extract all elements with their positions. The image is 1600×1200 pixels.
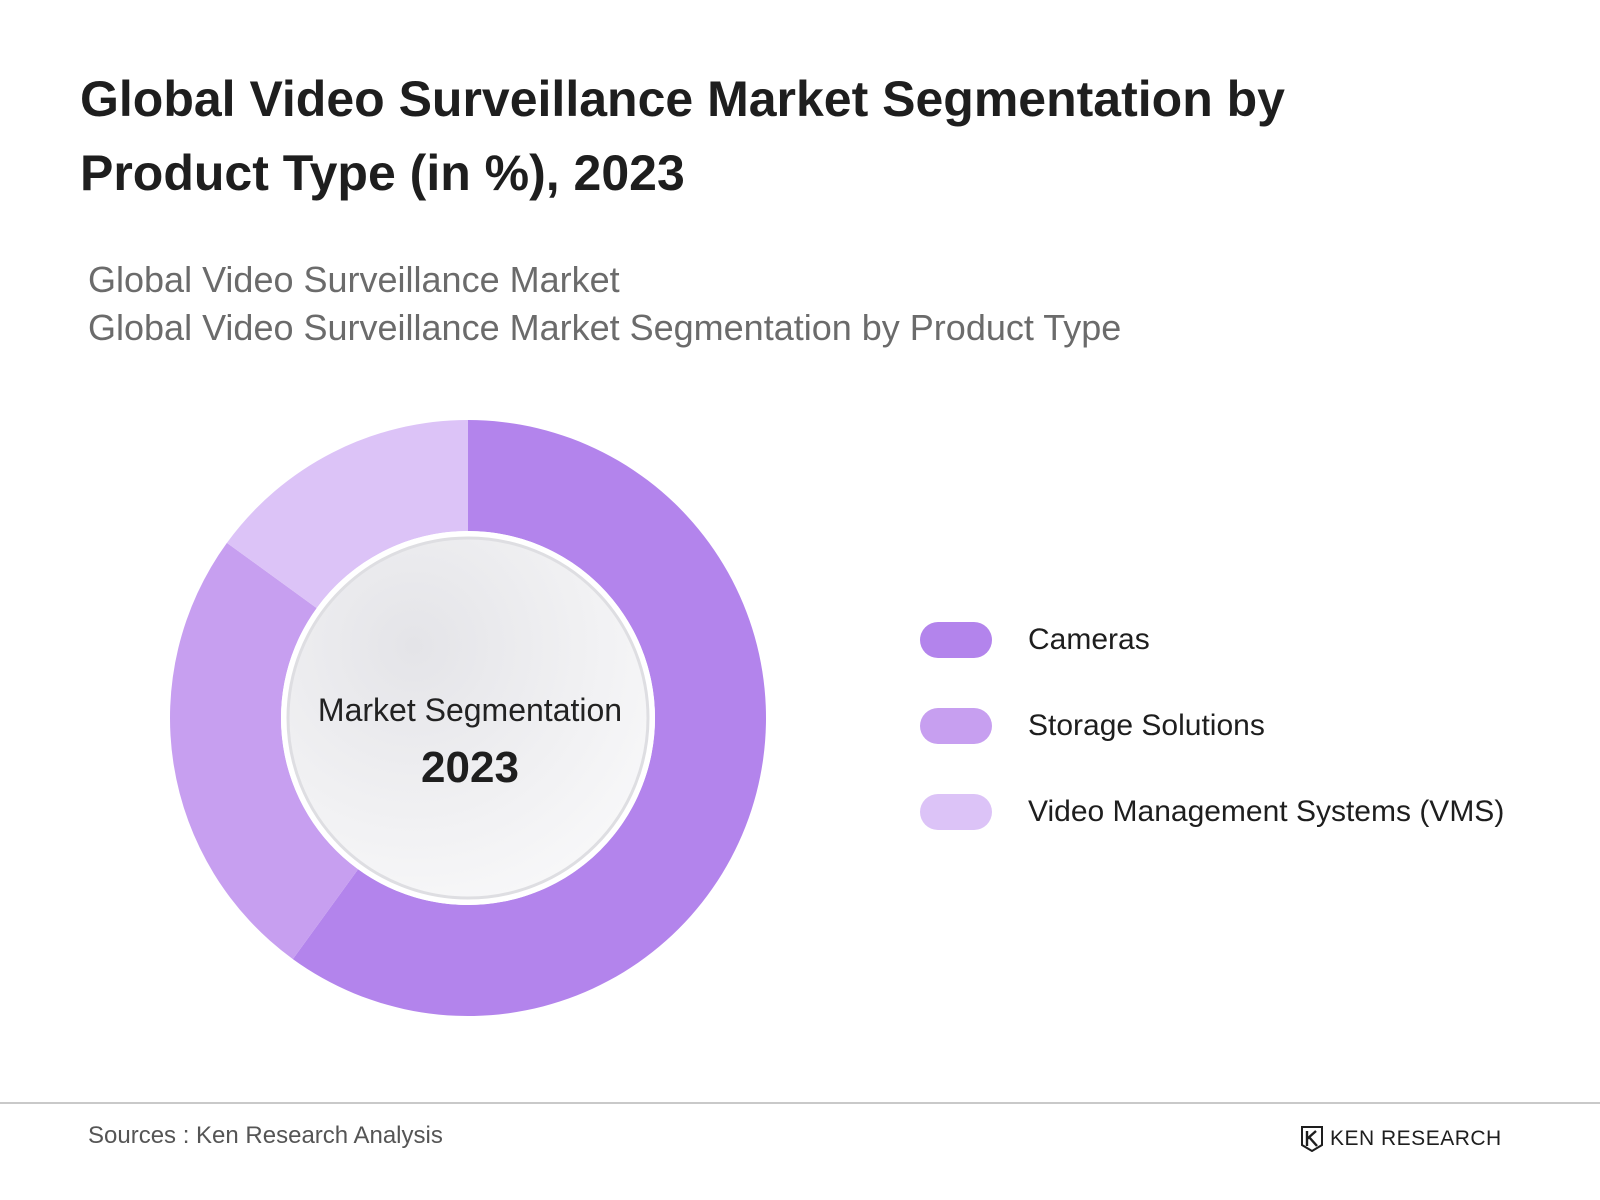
legend-item-vms: Video Management Systems (VMS) — [920, 792, 1560, 832]
chart-subtitle-market: Global Video Surveillance Market — [88, 259, 620, 300]
ken-research-logo: KEN RESEARCH — [1300, 1124, 1520, 1154]
legend-item-storage-solutions: Storage Solutions — [920, 706, 1560, 746]
legend-label-storage-solutions: Storage Solutions — [1028, 709, 1265, 742]
legend-label-vms: Video Management Systems (VMS) — [1028, 795, 1505, 828]
donut-center-disc — [286, 536, 650, 900]
donut-slice-storage-solutions — [169, 542, 359, 960]
donut-center-label: Market Segmentation — [317, 692, 623, 728]
donut-slice-video-management-systems-vms — [226, 420, 468, 609]
donut-chart — [169, 420, 766, 1016]
footer-divider — [0, 1102, 1600, 1104]
chart-subtitle-segmentation: Global Video Surveillance Market Segment… — [88, 307, 1122, 348]
source-note: Sources : Ken Research Analysis — [88, 1122, 443, 1149]
ken-research-logo-text: KEN RESEARCH — [1330, 1127, 1502, 1150]
donut-slice-cameras — [292, 420, 766, 1016]
donut-center-year: 2023 — [421, 743, 519, 792]
chart-title: Global Video Surveillance Market Segment… — [80, 71, 1285, 201]
legend-item-cameras: Cameras — [920, 620, 1560, 660]
ken-research-logo-icon — [1301, 1126, 1323, 1152]
legend-swatch-vms — [920, 794, 992, 830]
legend-label-cameras: Cameras — [1028, 623, 1150, 656]
legend-swatch-storage-solutions — [920, 708, 992, 744]
legend-swatch-cameras — [920, 622, 992, 658]
